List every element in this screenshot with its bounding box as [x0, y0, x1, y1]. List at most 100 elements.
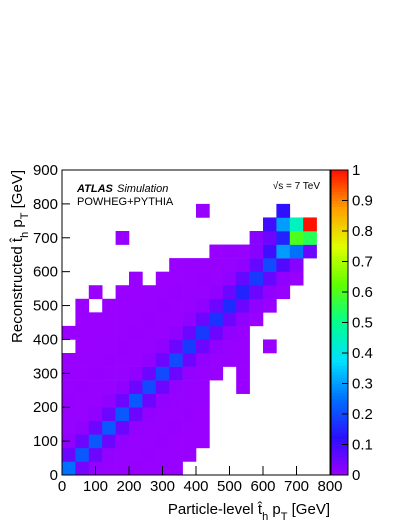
cell	[209, 353, 224, 367]
cell	[142, 461, 157, 476]
colorbar-slice	[331, 313, 348, 317]
cell	[62, 407, 76, 422]
cell	[129, 325, 143, 340]
cell	[102, 298, 116, 313]
atlas-label: ATLAS	[76, 183, 114, 195]
label-part: Reconstructed t̂	[9, 237, 26, 343]
colorbar-slice	[331, 389, 348, 394]
cell	[263, 285, 277, 300]
cell	[142, 420, 157, 435]
colorbar-slice	[331, 441, 348, 445]
energy-label: √s = 7 TeV	[273, 180, 321, 192]
cell	[75, 339, 90, 354]
colorbar-slice	[331, 276, 348, 281]
cell	[88, 353, 103, 367]
cell	[196, 366, 210, 381]
cell	[88, 380, 103, 394]
cell	[129, 312, 143, 327]
x-tick-label: 200	[116, 478, 141, 495]
cell	[115, 447, 130, 462]
cell	[102, 434, 116, 449]
cell	[62, 447, 76, 462]
cell	[88, 434, 103, 449]
cell	[142, 285, 157, 300]
colorbar-slice	[331, 343, 348, 348]
colorbar-slice	[331, 249, 348, 253]
x-tick-label: 700	[284, 478, 309, 495]
colorbar-slice	[331, 435, 348, 439]
label-part: [GeV]	[287, 501, 330, 518]
cell	[196, 407, 210, 422]
colorbar-slice	[331, 444, 348, 449]
cell	[129, 407, 143, 422]
colorbar-slice	[331, 417, 348, 421]
cell	[182, 434, 197, 449]
cell	[236, 353, 250, 367]
simulation-label: Simulation	[117, 183, 168, 195]
cell	[169, 353, 183, 367]
colorbar-slice	[331, 359, 348, 363]
cell	[155, 298, 170, 313]
label-part: p	[9, 219, 26, 232]
cell	[169, 258, 183, 272]
cell	[115, 353, 130, 367]
cell	[196, 325, 210, 340]
cell	[182, 407, 197, 422]
colorbar-slice	[331, 270, 348, 275]
label-part: Particle-level t̂	[168, 501, 263, 518]
cell	[249, 258, 264, 272]
colorbar-slice	[331, 200, 348, 205]
cell	[276, 285, 291, 300]
label-part: p	[268, 501, 281, 518]
colorbar-slice	[331, 227, 348, 232]
cell	[249, 244, 264, 259]
colorbar-slice	[331, 224, 348, 229]
colorbar-slice	[331, 353, 348, 357]
cell	[142, 380, 157, 394]
cell	[129, 393, 143, 408]
cell	[102, 353, 116, 367]
x-tick-label: 800	[317, 478, 342, 495]
y-tick-label: 0	[50, 467, 58, 484]
cell	[102, 461, 116, 476]
cell	[142, 393, 157, 408]
cell	[249, 298, 264, 313]
colorbar-slice	[331, 471, 348, 476]
cell	[115, 298, 130, 313]
cell	[155, 447, 170, 462]
colorbar-slice	[331, 231, 348, 235]
colorbar-slice	[331, 240, 348, 244]
colorbar-slice	[331, 438, 348, 442]
cell	[115, 380, 130, 394]
cell	[196, 298, 210, 313]
label-subscript: h	[19, 232, 31, 238]
cell	[196, 353, 210, 367]
colorbar-slice	[331, 423, 348, 427]
colorbar-slice	[331, 462, 348, 467]
cell	[142, 298, 157, 313]
cell	[142, 353, 157, 367]
cell	[62, 353, 76, 367]
cell	[182, 339, 197, 354]
cell	[276, 231, 291, 245]
cell	[62, 393, 76, 408]
cell	[182, 325, 197, 340]
colorbar-slice	[331, 258, 348, 262]
cell	[169, 298, 183, 313]
cell	[169, 325, 183, 340]
colorbar-slice	[331, 179, 348, 183]
cell	[155, 353, 170, 367]
colorbar-slice	[331, 337, 348, 342]
x-tick-label: 600	[250, 478, 275, 495]
colorbar-slice	[331, 185, 348, 189]
cell	[289, 231, 304, 245]
y-tick-label: 600	[33, 264, 58, 281]
cell	[209, 298, 224, 313]
colorbar-slice	[331, 267, 348, 272]
cell	[196, 420, 210, 435]
cell	[249, 271, 264, 286]
cell	[88, 312, 103, 327]
cell	[209, 339, 224, 354]
colorbar-slice	[331, 285, 348, 290]
